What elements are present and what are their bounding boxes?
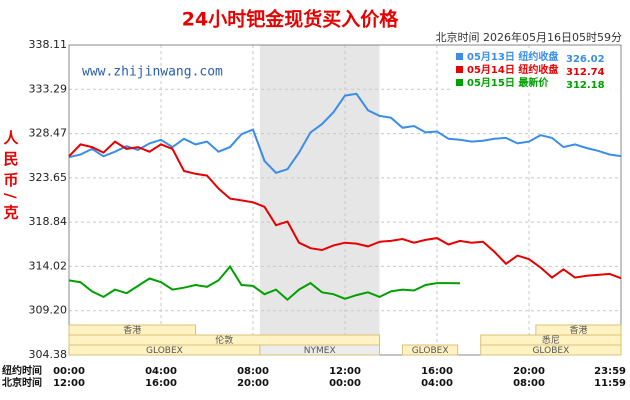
session-band [259,344,380,356]
chart-title: 24小时钯金现货买入价格 [182,8,399,31]
x-row-label: 北京时间 [2,376,42,389]
y-tick-label: 314.02 [29,259,68,272]
y-tick-label: 328.47 [29,127,68,140]
x-tick-label: 20:00 [513,366,545,377]
session-label: 香港 [123,324,141,336]
x-tick-label-beijing: 08:00 [513,378,545,389]
x-tick-label-beijing: 20:00 [237,378,269,389]
y-tick-label: 323.65 [29,171,68,184]
legend-value: 312.74 [566,67,605,78]
y-tick-label: 318.84 [29,215,68,228]
x-tick-label-beijing: 11:59 [594,378,626,389]
x-tick-label-beijing: 04:00 [421,378,453,389]
legend-box [452,49,620,91]
y-tick-label: 338.11 [29,38,68,51]
legend-label: 05月13日 纽约收盘 [467,50,558,63]
legend-swatch [456,53,463,60]
session-label: GLOBEX [412,346,449,356]
session-label: 伦敦 [215,334,233,346]
legend-swatch [456,79,463,86]
x-row-label: 纽约时间 [2,364,42,377]
chart-subtitle: 北京时间 2026年05月16日05时59分 [436,30,622,44]
session-band [402,344,459,356]
x-tick-label: 12:00 [329,366,361,377]
series-line [68,264,461,302]
session-label: GLOBEX [146,346,183,356]
series-line [68,140,622,280]
legend-label: 05月14日 纽约收盘 [467,63,558,76]
y-tick-label: 333.29 [29,82,68,95]
session-label: NYMEX [304,346,336,356]
session-shade [259,45,380,355]
legend-label: 05月15日 最新价 [467,76,549,89]
session-label: GLOBEX [532,346,569,356]
x-tick-label: 23:59 [594,366,626,377]
legend-value: 326.02 [566,54,605,65]
watermark: www.zhijinwang.com [82,65,223,80]
legend-value: 312.18 [566,80,605,91]
x-tick-label: 04:00 [145,366,177,377]
legend-swatch [456,66,463,73]
y-tick-label: 309.20 [29,304,68,317]
y-tick-label: 304.38 [29,348,68,361]
y-axis-label: 人民币/克 [2,130,20,225]
session-label: 悉尼 [542,334,560,346]
x-tick-label: 08:00 [237,366,269,377]
session-band [480,344,622,356]
session-label: 香港 [569,324,587,336]
x-tick-label-beijing: 12:00 [53,378,85,389]
x-tick-label: 16:00 [421,366,453,377]
x-tick-label-beijing: 16:00 [145,378,177,389]
series-line [68,92,622,174]
x-tick-label-beijing: 00:00 [329,378,361,389]
x-tick-label: 00:00 [53,366,85,377]
